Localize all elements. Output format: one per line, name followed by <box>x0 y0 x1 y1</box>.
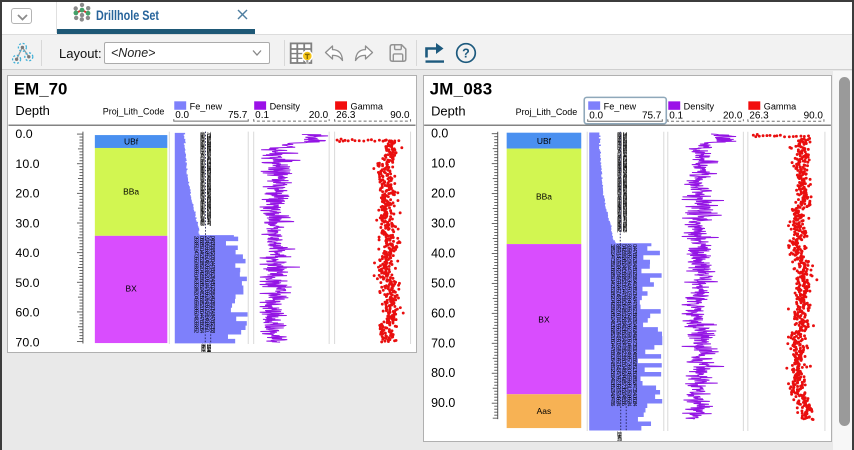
svg-text:70.0: 70.0 <box>431 336 455 350</box>
svg-text:Gamma: Gamma <box>764 101 797 111</box>
svg-text:60.0: 60.0 <box>15 306 39 320</box>
svg-text:8.358.852.060.447.656.364.850.: 8.358.852.060.447.656.364.850.258.949.36… <box>626 244 632 406</box>
svg-text:355.068.859.146.353.862.049.55: 355.068.859.146.353.862.049.556.865.048.… <box>621 133 627 233</box>
svg-text:0.0: 0.0 <box>431 127 448 141</box>
svg-text:1.947.3: 1.947.3 <box>615 431 621 442</box>
svg-text:60.0: 60.0 <box>431 306 455 320</box>
svg-text:BX: BX <box>538 315 550 325</box>
svg-text:0.447.656.364.850.258.949.365.: 0.447.656.364.850.258.949.365.054.847.66… <box>631 244 637 406</box>
svg-text:1.947.3: 1.947.3 <box>615 432 621 442</box>
svg-text:90.0: 90.0 <box>431 396 455 410</box>
svg-text:049.556.865.048.358.852.060.44: 049.556.865.048.358.852.060.447.656.364.… <box>620 244 626 406</box>
svg-text:Depth: Depth <box>431 103 465 118</box>
svg-text:50.0: 50.0 <box>431 276 455 290</box>
svg-text:30.0: 30.0 <box>431 216 455 230</box>
svg-text:851.94: 851.94 <box>200 345 206 353</box>
svg-text:Fe_new: Fe_new <box>604 101 637 111</box>
svg-text:40.0: 40.0 <box>15 246 39 260</box>
svg-text:9.146.: 9.146. <box>205 344 211 353</box>
svg-text:0.0: 0.0 <box>175 110 189 121</box>
svg-text:70.0: 70.0 <box>15 336 39 350</box>
svg-text:20.0: 20.0 <box>15 187 39 201</box>
svg-text:JM_083: JM_083 <box>430 79 493 98</box>
svg-text:10.0: 10.0 <box>15 157 39 171</box>
svg-text:Proj_Lith_Code: Proj_Lith_Code <box>516 107 578 117</box>
svg-text:75.7: 75.7 <box>642 110 662 121</box>
svg-text:2.049.556.865.048.358.852.060.: 2.049.556.865.048.358.852.060.447.656.36… <box>204 236 210 332</box>
svg-text:UBf: UBf <box>537 136 552 146</box>
svg-text:Proj_Lith_Code: Proj_Lith_Code <box>103 107 165 117</box>
svg-text:058.263.851.947.355.068.859.14: 058.263.851.947.355.068.859.146.353.862.… <box>198 133 204 226</box>
svg-text:90.0: 90.0 <box>390 110 410 121</box>
svg-text:Density: Density <box>270 101 301 111</box>
svg-text:EM_70: EM_70 <box>14 79 67 98</box>
svg-text:Fe_new: Fe_new <box>190 101 223 111</box>
svg-text:?: ? <box>462 47 470 61</box>
svg-text:0.0: 0.0 <box>15 127 32 141</box>
svg-text:8.263.851.947.355.068.859.146.: 8.263.851.947.355.068.859.146.353.862.04… <box>615 132 621 232</box>
svg-text:26.3: 26.3 <box>336 110 356 121</box>
svg-text:20.0: 20.0 <box>723 110 743 121</box>
svg-text:068.859.146.353.862.049.556.86: 068.859.146.353.862.049.556.865.048.358.… <box>198 236 204 333</box>
svg-text:058.263.851.947.355.068.859.14: 058.263.851.947.355.068.859.146.353.862.… <box>198 132 204 225</box>
svg-text:048.358.852.060.447.656.364.85: 048.358.852.060.447.656.364.850.258.949.… <box>209 236 215 333</box>
svg-text:50.0: 50.0 <box>15 276 39 290</box>
svg-text:UBf: UBf <box>124 137 139 147</box>
svg-text:355.068.859.146.353.862.049.55: 355.068.859.146.353.862.049.556.865.048.… <box>621 132 627 232</box>
svg-text:BBa: BBa <box>536 191 552 201</box>
svg-text:20.0: 20.0 <box>309 110 329 121</box>
svg-text:851.94: 851.94 <box>200 344 206 353</box>
svg-text:7.355.068.859.146.353.862.049.: 7.355.068.859.146.353.862.049.556.865.04… <box>205 132 211 225</box>
svg-text:9.146.: 9.146. <box>205 345 211 353</box>
svg-text:8.859.146.353.862.049.556.865.: 8.859.146.353.862.049.556.865.048.358.85… <box>615 244 621 406</box>
svg-text:7.355.068.859.146.353.862.049.: 7.355.068.859.146.353.862.049.556.865.04… <box>205 133 211 226</box>
svg-text:263.851.947.355.068.859.146.35: 263.851.947.355.068.859.146.353.862.049.… <box>193 236 199 333</box>
svg-text:10.0: 10.0 <box>431 157 455 171</box>
svg-text:3.851.947.355.068.859.146.353.: 3.851.947.355.068.859.146.353.862.049.55… <box>609 244 615 406</box>
svg-text:Aas: Aas <box>537 406 552 416</box>
svg-text:Depth: Depth <box>15 103 49 118</box>
svg-text:Density: Density <box>684 101 715 111</box>
svg-text:20.0: 20.0 <box>431 187 455 201</box>
svg-text:BX: BX <box>125 283 137 293</box>
svg-text:75.7: 75.7 <box>228 110 248 121</box>
svg-text:30.0: 30.0 <box>15 216 39 230</box>
svg-text:8.263.851.947.355.068.859.146.: 8.263.851.947.355.068.859.146.353.862.04… <box>615 133 621 233</box>
svg-text:Gamma: Gamma <box>350 101 383 111</box>
svg-text:0.0: 0.0 <box>589 110 603 121</box>
svg-text:90.0: 90.0 <box>804 110 824 121</box>
svg-text:40.0: 40.0 <box>431 246 455 260</box>
svg-text:26.3: 26.3 <box>749 110 769 121</box>
svg-text:0.1: 0.1 <box>255 110 269 121</box>
svg-text:0.1: 0.1 <box>669 110 683 121</box>
svg-text:BBa: BBa <box>123 187 139 197</box>
svg-text:80.0: 80.0 <box>431 366 455 380</box>
